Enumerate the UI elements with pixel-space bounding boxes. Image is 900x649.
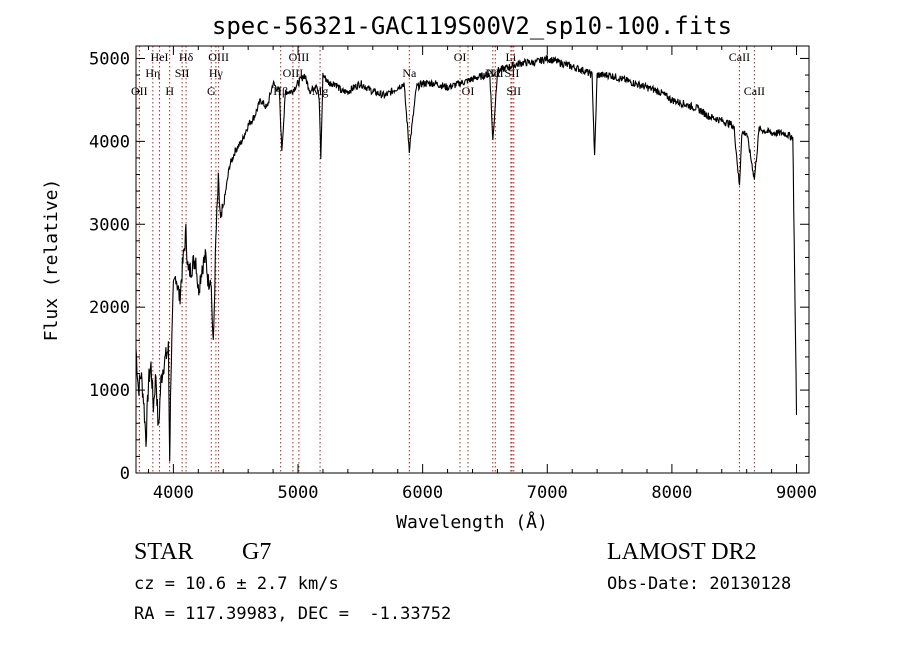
object-subclass: G7 bbox=[242, 539, 272, 565]
line-label-0: OII bbox=[131, 84, 148, 98]
line-label-9: Hβ bbox=[273, 84, 288, 98]
y-axis-label: Flux (relative) bbox=[41, 179, 62, 342]
line-label-7: Hγ bbox=[209, 66, 224, 80]
y-tick-label: 0 bbox=[120, 464, 130, 484]
line-label-17: NII bbox=[487, 66, 504, 80]
line-label-15: OI bbox=[462, 84, 475, 98]
line-label-4: SII bbox=[175, 66, 190, 80]
y-tick-label: 1000 bbox=[89, 381, 130, 401]
x-tick-label: 7000 bbox=[527, 483, 568, 503]
observation-date: Obs-Date: 20130128 bbox=[607, 574, 792, 594]
object-class: STAR bbox=[134, 539, 194, 565]
line-label-13: Na bbox=[402, 66, 417, 80]
line-label-10: OIII bbox=[283, 66, 304, 80]
line-labels: OIIHηHeIHSIIHδGHγOIIIHβOIIIOIIIMgNaOIOIH… bbox=[131, 50, 765, 98]
y-tick-label: 4000 bbox=[89, 132, 130, 152]
x-tick-label: 5000 bbox=[278, 483, 319, 503]
redshift-velocity: cz = 10.6 ± 2.7 km/s bbox=[134, 574, 339, 594]
line-markers bbox=[138, 46, 755, 473]
y-tick-label: 2000 bbox=[89, 298, 130, 318]
line-label-11: OIII bbox=[289, 50, 310, 64]
line-label-18: Li bbox=[506, 50, 517, 64]
x-axis: 4000 5000 6000 7000 8000 9000 bbox=[147, 46, 817, 503]
line-label-3: H bbox=[165, 84, 174, 98]
plot-frame bbox=[135, 45, 810, 474]
y-axis: 0 1000 2000 3000 4000 5000 bbox=[89, 49, 809, 484]
line-label-2: HeI bbox=[151, 50, 169, 64]
x-tick-label: 4000 bbox=[153, 483, 194, 503]
line-label-6: G bbox=[207, 84, 216, 98]
line-label-8: OIII bbox=[208, 50, 229, 64]
line-label-1: Hη bbox=[145, 66, 160, 80]
coordinates: RA = 117.39983, DEC = -1.33752 bbox=[134, 604, 452, 624]
x-axis-label: Wavelength (Å) bbox=[396, 511, 548, 533]
survey-name: LAMOST DR2 bbox=[607, 539, 757, 565]
spectrum-line bbox=[135, 55, 798, 462]
y-tick-label: 3000 bbox=[89, 215, 130, 235]
x-tick-label: 9000 bbox=[776, 483, 817, 503]
line-label-22: CaII bbox=[744, 84, 765, 98]
x-tick-label: 8000 bbox=[651, 483, 692, 503]
x-tick-label: 6000 bbox=[402, 483, 443, 503]
line-label-20: SII bbox=[506, 84, 521, 98]
line-label-14: OI bbox=[454, 50, 467, 64]
line-label-12: Mg bbox=[312, 84, 329, 98]
line-label-21: CaII bbox=[729, 50, 750, 64]
chart-title: spec-56321-GAC119S00V2_sp10-100.fits bbox=[212, 12, 732, 40]
y-tick-label: 5000 bbox=[89, 49, 130, 69]
line-label-5: Hδ bbox=[179, 50, 194, 64]
